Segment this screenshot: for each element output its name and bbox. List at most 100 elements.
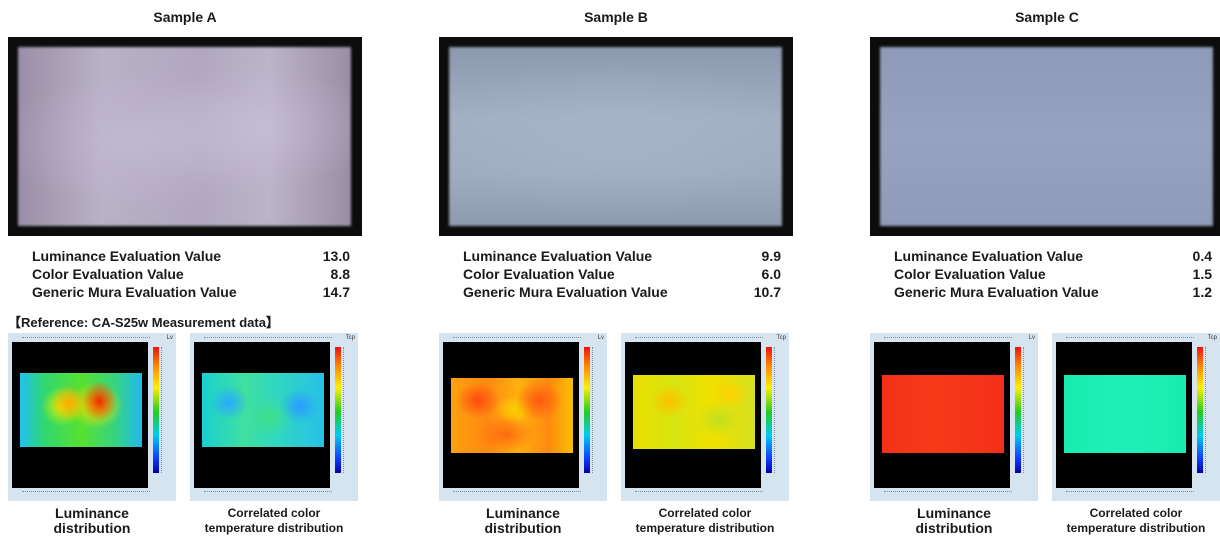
map-top-ticks (1066, 337, 1194, 341)
color-scale-bar (766, 347, 772, 473)
cct-distribution-map: Tcp (190, 333, 358, 501)
panel-screen (449, 47, 782, 226)
cct-field (202, 373, 324, 447)
scale-ticks (1023, 347, 1032, 473)
color-scale-bar (584, 347, 590, 473)
map-plot (1056, 342, 1192, 488)
cct-caption: Correlated color temperature distributio… (621, 506, 789, 536)
color-eval-value: 6.0 (761, 266, 781, 282)
map-bottom-ticks (635, 491, 763, 495)
scale-ticks (1205, 347, 1214, 473)
luminance-eval-row: Luminance Evaluation Value 9.9 (463, 247, 781, 265)
luminance-field (882, 375, 1004, 453)
map-bottom-ticks (204, 491, 332, 495)
sample-title: Sample C (1015, 9, 1079, 25)
map-plot (194, 342, 330, 488)
cct-field (633, 375, 755, 449)
luminance-eval-row: Luminance Evaluation Value 13.0 (32, 247, 350, 265)
cct-caption: Correlated color temperature distributio… (1052, 506, 1220, 536)
sample-c-column: Sample C Luminance Evaluation Value 0.4 … (870, 0, 1220, 539)
cct-distribution-map: Tcp (1052, 333, 1220, 501)
map-bottom-ticks (22, 491, 150, 495)
luminance-eval-row: Luminance Evaluation Value 0.4 (894, 247, 1212, 265)
scale-ticks (343, 347, 352, 473)
scale-ticks (774, 347, 783, 473)
luminance-distribution-map: Lv (8, 333, 176, 501)
map-unit-label: Lv (1028, 335, 1035, 341)
caption-line: distribution (915, 520, 993, 536)
luminance-distribution-map: Lv (870, 333, 1038, 501)
sample-title: Sample B (584, 9, 648, 25)
mura-eval-value: 1.2 (1192, 284, 1212, 300)
color-eval-row: Color Evaluation Value 8.8 (32, 265, 350, 283)
luminance-distribution-map: Lv (439, 333, 607, 501)
caption-line: Correlated color (1089, 506, 1183, 520)
caption-line: Luminance (917, 505, 991, 521)
map-top-ticks (204, 337, 332, 341)
map-unit-label: Tcp (345, 335, 355, 341)
color-eval-row: Color Evaluation Value 1.5 (894, 265, 1212, 283)
mura-eval-row: Generic Mura Evaluation Value 14.7 (32, 283, 350, 301)
color-eval-label: Color Evaluation Value (32, 266, 184, 282)
caption-line: temperature distribution (1066, 521, 1206, 535)
reference-heading: 【Reference: CA-S25w Measurement data】 (8, 315, 279, 330)
luminance-eval-label: Luminance Evaluation Value (32, 248, 222, 264)
caption-line: distribution (53, 520, 131, 536)
sample-title: Sample A (153, 9, 217, 25)
map-plot (625, 342, 761, 488)
color-scale-bar (1197, 347, 1203, 473)
panel-screen (18, 47, 351, 226)
evaluation-values: Luminance Evaluation Value 0.4 Color Eva… (894, 247, 1212, 301)
color-eval-label: Color Evaluation Value (463, 266, 615, 282)
sample-a-column: Sample A Luminance Evaluation Value 13.0… (8, 0, 378, 539)
luminance-caption: Luminance distribution (8, 506, 176, 536)
map-top-ticks (453, 337, 581, 341)
caption-line: temperature distribution (204, 521, 344, 535)
map-top-ticks (22, 337, 150, 341)
mura-eval-row: Generic Mura Evaluation Value 1.2 (894, 283, 1212, 301)
mura-eval-row: Generic Mura Evaluation Value 10.7 (463, 283, 781, 301)
cct-field (1064, 375, 1186, 453)
map-top-ticks (635, 337, 763, 341)
cct-distribution-map: Tcp (621, 333, 789, 501)
luminance-eval-value: 13.0 (322, 248, 350, 264)
color-eval-row: Color Evaluation Value 6.0 (463, 265, 781, 283)
map-bottom-ticks (453, 491, 581, 495)
mura-eval-label: Generic Mura Evaluation Value (463, 284, 668, 300)
map-bottom-ticks (1066, 491, 1194, 495)
scale-ticks (161, 347, 170, 473)
display-panel-photo (8, 37, 362, 236)
luminance-field (451, 378, 573, 453)
luminance-eval-value: 0.4 (1192, 248, 1212, 264)
luminance-caption: Luminance distribution (870, 506, 1038, 536)
panel-screen (880, 47, 1213, 226)
map-unit-label: Lv (597, 335, 604, 341)
mura-eval-value: 14.7 (322, 284, 350, 300)
mura-eval-label: Generic Mura Evaluation Value (32, 284, 237, 300)
mura-eval-value: 10.7 (753, 284, 781, 300)
map-unit-label: Tcp (1207, 335, 1217, 341)
display-panel-photo (439, 37, 793, 236)
luminance-eval-value: 9.9 (761, 248, 781, 264)
luminance-eval-label: Luminance Evaluation Value (463, 248, 653, 264)
luminance-eval-label: Luminance Evaluation Value (894, 248, 1084, 264)
luminance-field (20, 373, 142, 447)
evaluation-values: Luminance Evaluation Value 13.0 Color Ev… (32, 247, 350, 301)
map-top-ticks (884, 337, 1012, 341)
color-eval-value: 1.5 (1192, 266, 1212, 282)
color-scale-bar (335, 347, 341, 473)
map-unit-label: Lv (166, 335, 173, 341)
caption-line: Correlated color (227, 506, 321, 520)
color-scale-bar (1015, 347, 1021, 473)
caption-line: distribution (484, 520, 562, 536)
color-eval-value: 8.8 (330, 266, 350, 282)
scale-ticks (592, 347, 601, 473)
map-unit-label: Tcp (776, 335, 786, 341)
caption-line: Luminance (55, 505, 129, 521)
map-plot (443, 342, 579, 488)
map-bottom-ticks (884, 491, 1012, 495)
color-scale-bar (153, 347, 159, 473)
sample-b-column: Sample B Luminance Evaluation Value 9.9 … (439, 0, 809, 539)
map-plot (874, 342, 1010, 488)
color-eval-label: Color Evaluation Value (894, 266, 1046, 282)
